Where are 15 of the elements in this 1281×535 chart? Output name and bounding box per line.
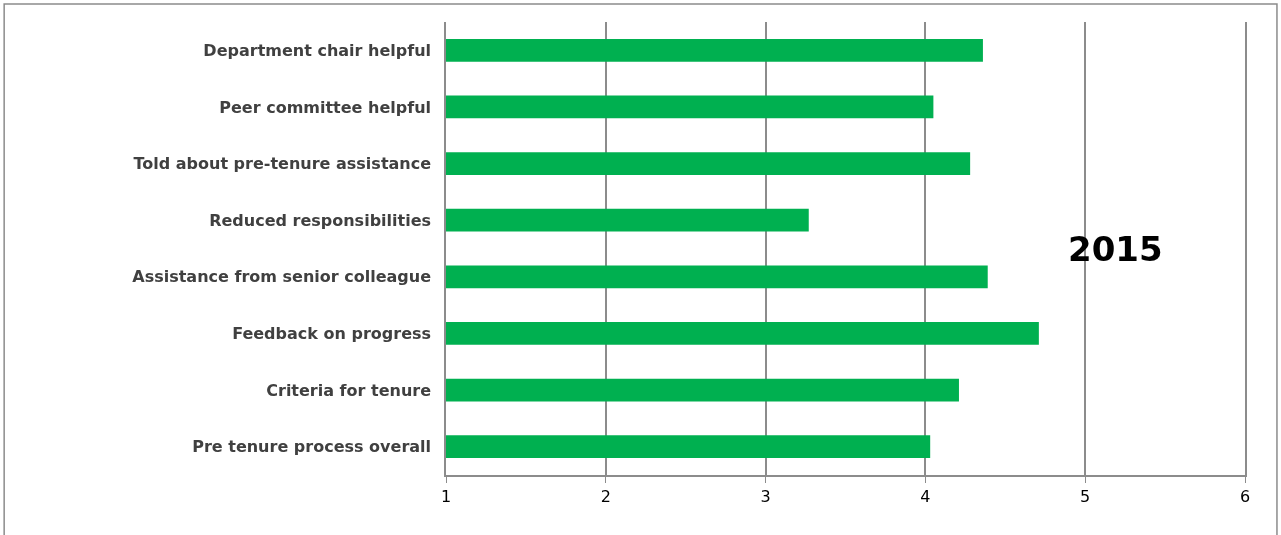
y-tick-label: Department chair helpful — [203, 40, 432, 60]
y-tick-label: Told about pre-tenure assistance — [133, 154, 432, 174]
y-tick-label: Feedback on progress — [232, 324, 432, 344]
x-tick-label: 5 — [1080, 486, 1091, 506]
y-tick-label: Pre tenure process overall — [192, 437, 432, 457]
y-tick-label: Assistance from senior colleague — [132, 267, 432, 287]
x-tick-label: 6 — [1239, 486, 1251, 506]
x-tick-label: 2 — [600, 486, 611, 506]
annotation: 2015 — [1068, 229, 1163, 269]
y-tick-label: Reduced responsibilities — [209, 210, 432, 230]
x-tick-label: 3 — [760, 486, 771, 506]
y-tick-label: Criteria for tenure — [266, 380, 432, 400]
x-tick-label: 1 — [440, 486, 452, 506]
y-tick-label: Peer committee helpful — [219, 97, 432, 117]
x-tick-label: 4 — [920, 486, 931, 506]
